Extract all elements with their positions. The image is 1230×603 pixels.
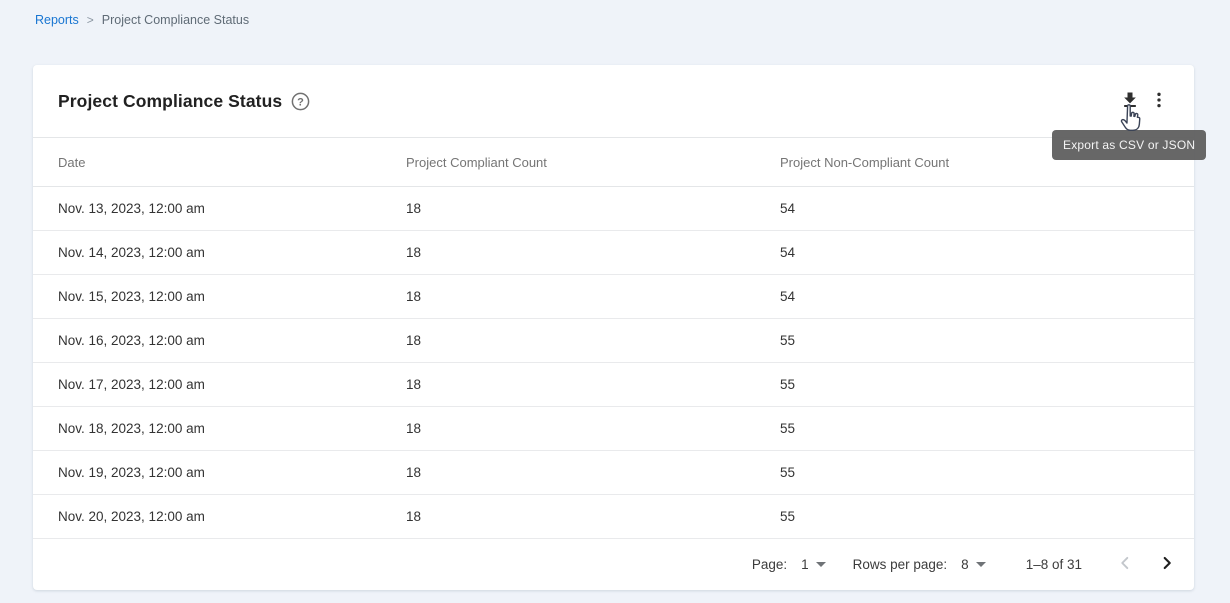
cell-non-compliant: 54 [780,186,1194,231]
rows-per-page-value: 8 [961,557,969,572]
cell-non-compliant: 55 [780,494,1194,539]
breadcrumb-separator: > [86,13,94,27]
cell-date: Nov. 16, 2023, 12:00 am [33,318,406,363]
table-row: Nov. 19, 2023, 12:00 am 18 55 [33,450,1194,495]
download-icon [1120,90,1140,113]
rows-per-page-label: Rows per page: [852,557,948,572]
next-page-button[interactable] [1154,552,1180,578]
table-row: Nov. 14, 2023, 12:00 am 18 54 [33,230,1194,275]
column-header-date: Date [33,137,406,187]
cell-date: Nov. 20, 2023, 12:00 am [33,494,406,539]
cell-non-compliant: 55 [780,362,1194,407]
cell-non-compliant: 55 [780,406,1194,451]
cell-compliant: 18 [406,274,780,319]
previous-page-button[interactable] [1112,552,1138,578]
table-row: Nov. 16, 2023, 12:00 am 18 55 [33,318,1194,363]
column-header-compliant: Project Compliant Count [406,137,780,187]
page-value: 1 [801,557,809,572]
cell-compliant: 18 [406,450,780,495]
pagination: Page: 1 Rows per page: 8 1–8 of 31 [33,539,1194,590]
page-title: Project Compliance Status [58,90,283,111]
svg-text:?: ? [297,96,304,108]
chevron-left-icon [1114,552,1136,577]
cell-non-compliant: 55 [780,450,1194,495]
table-row: Nov. 20, 2023, 12:00 am 18 55 [33,494,1194,539]
cell-date: Nov. 18, 2023, 12:00 am [33,406,406,451]
cell-compliant: 18 [406,318,780,363]
caret-down-icon [975,562,986,567]
download-button[interactable] [1118,89,1142,113]
cell-compliant: 18 [406,230,780,275]
breadcrumb: Reports > Project Compliance Status [35,13,249,27]
export-tooltip: Export as CSV or JSON [1052,130,1207,160]
table-row: Nov. 15, 2023, 12:00 am 18 54 [33,274,1194,319]
cell-non-compliant: 54 [780,274,1194,319]
page-select[interactable]: 1 [801,557,826,572]
header-actions [1118,89,1171,113]
cell-compliant: 18 [406,406,780,451]
breadcrumb-current: Project Compliance Status [101,13,250,27]
table-row: Nov. 17, 2023, 12:00 am 18 55 [33,362,1194,407]
breadcrumb-link-reports[interactable]: Reports [35,13,79,27]
cell-non-compliant: 54 [780,230,1194,275]
table-row: Nov. 13, 2023, 12:00 am 18 54 [33,186,1194,231]
pagination-range: 1–8 of 31 [1025,557,1082,572]
more-vert-icon [1149,90,1169,113]
table-row: Nov. 18, 2023, 12:00 am 18 55 [33,406,1194,451]
cell-date: Nov. 17, 2023, 12:00 am [33,362,406,407]
cell-compliant: 18 [406,494,780,539]
cell-date: Nov. 14, 2023, 12:00 am [33,230,406,275]
page-label: Page: [751,557,788,572]
cell-compliant: 18 [406,362,780,407]
cell-compliant: 18 [406,186,780,231]
rows-per-page-select[interactable]: 8 [961,557,986,572]
card-header: Project Compliance Status ? [33,65,1194,137]
cell-date: Nov. 15, 2023, 12:00 am [33,274,406,319]
table-header-row: Date Project Compliant Count Project Non… [33,137,1194,187]
compliance-table: Date Project Compliant Count Project Non… [33,137,1194,539]
more-options-button[interactable] [1147,89,1171,113]
cell-non-compliant: 55 [780,318,1194,363]
report-card: Project Compliance Status ? [33,65,1194,590]
caret-down-icon [815,562,826,567]
help-circle-icon[interactable]: ? [291,92,310,111]
cell-date: Nov. 13, 2023, 12:00 am [33,186,406,231]
chevron-right-icon [1156,552,1178,577]
cell-date: Nov. 19, 2023, 12:00 am [33,450,406,495]
